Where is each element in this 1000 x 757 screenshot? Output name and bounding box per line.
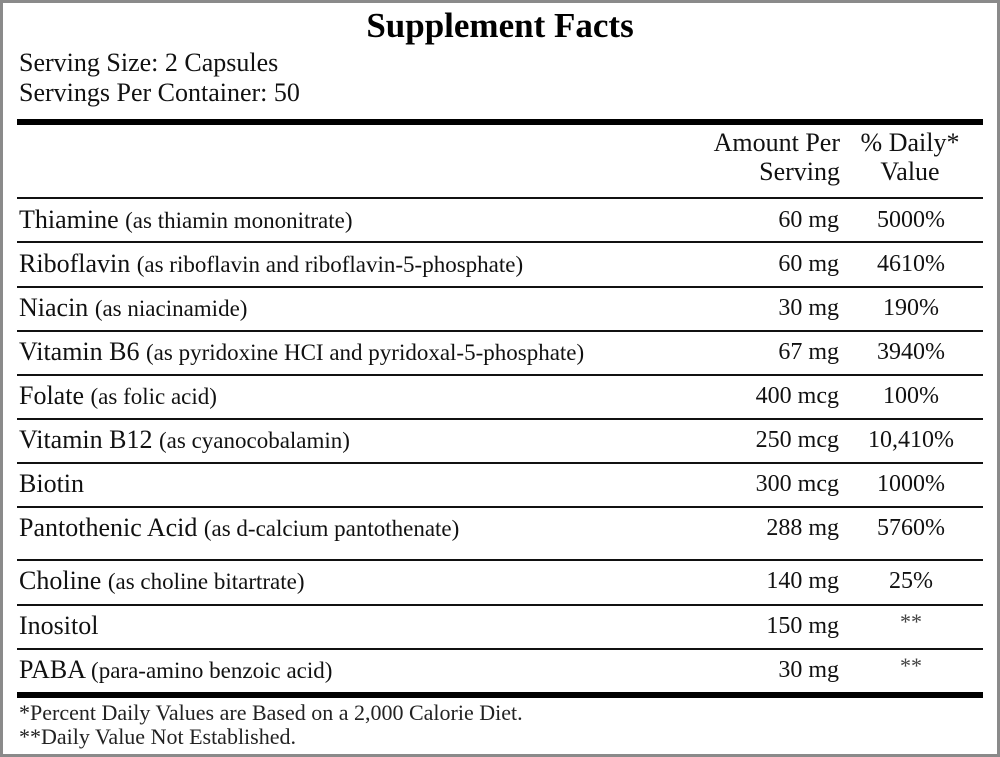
nutrient-daily-value: 5000% xyxy=(877,207,945,233)
nutrient-name-cell: Folate (as folic acid) xyxy=(19,375,217,418)
nutrient-source: (as choline bitartrate) xyxy=(107,569,305,594)
nutrient-name: Vitamin B12 xyxy=(19,425,153,454)
column-header-daily-value: % Daily* Value xyxy=(850,128,970,186)
nutrient-amount: 140 mg xyxy=(766,568,839,594)
nutrient-daily-value: 1000% xyxy=(877,471,945,497)
nutrient-name: Vitamin B6 xyxy=(19,337,140,366)
nutrient-source: (as cyanocobalamin) xyxy=(159,428,350,453)
row-divider xyxy=(17,374,983,376)
nutrient-row-niacin: Niacin (as niacinamide) 30 mg 190% xyxy=(17,287,983,329)
nutrient-daily-value: 190% xyxy=(883,295,939,321)
serving-size: Serving Size: 2 Capsules xyxy=(19,48,279,77)
nutrient-name: PABA xyxy=(19,655,85,684)
nutrient-name: Riboflavin xyxy=(19,249,131,278)
column-header-amount-line2: Serving xyxy=(759,157,840,186)
nutrient-name-cell: Inositol xyxy=(19,605,98,648)
nutrient-source: (as thiamin mononitrate) xyxy=(125,208,353,233)
nutrient-source: (para-amino benzoic acid) xyxy=(91,658,333,683)
nutrient-daily-value: 3940% xyxy=(877,339,945,365)
nutrient-amount: 150 mg xyxy=(766,613,839,639)
nutrient-amount: 288 mg xyxy=(766,515,839,541)
footer-thick-rule xyxy=(17,692,983,698)
column-header-dv-line2: Value xyxy=(880,157,940,186)
nutrient-name-cell: Choline (as choline bitartrate) xyxy=(19,560,305,603)
row-divider xyxy=(17,604,983,606)
nutrient-name-cell: Pantothenic Acid (as d-calcium pantothen… xyxy=(19,507,459,550)
nutrient-row-pantothenic-acid: Pantothenic Acid (as d-calcium pantothen… xyxy=(17,507,983,559)
nutrient-daily-value: ** xyxy=(900,653,922,678)
row-divider xyxy=(17,286,983,288)
column-header-amount: Amount Per Serving xyxy=(640,128,840,186)
nutrient-name-cell: Riboflavin (as riboflavin and riboflavin… xyxy=(19,243,523,286)
nutrient-amount: 30 mg xyxy=(778,657,839,683)
nutrient-name: Pantothenic Acid xyxy=(19,513,198,542)
row-divider xyxy=(17,648,983,650)
nutrient-row-biotin: Biotin 300 mcg 1000% xyxy=(17,463,983,505)
nutrient-amount: 67 mg xyxy=(778,339,839,365)
nutrient-amount: 250 mcg xyxy=(755,427,839,453)
nutrient-name: Folate xyxy=(19,381,84,410)
nutrient-name-cell: Niacin (as niacinamide) xyxy=(19,287,247,330)
row-divider xyxy=(17,506,983,508)
nutrient-amount: 30 mg xyxy=(778,295,839,321)
nutrient-row-inositol: Inositol 150 mg ** xyxy=(17,605,983,647)
nutrient-name: Niacin xyxy=(19,293,89,322)
row-divider xyxy=(17,197,983,199)
nutrient-daily-value: 5760% xyxy=(877,515,945,541)
nutrient-amount: 60 mg xyxy=(778,251,839,277)
footnote-not-established: **Daily Value Not Established. xyxy=(19,724,296,749)
nutrient-daily-value: ** xyxy=(900,609,922,634)
nutrient-daily-value: 4610% xyxy=(877,251,945,277)
servings-per-container: Servings Per Container: 50 xyxy=(19,78,300,107)
row-divider xyxy=(17,241,983,243)
nutrient-amount: 400 mcg xyxy=(755,383,839,409)
nutrient-source: (as riboflavin and riboflavin-5-phosphat… xyxy=(136,252,524,277)
row-divider xyxy=(17,330,983,332)
nutrient-source: (as d-calcium pantothenate) xyxy=(203,516,460,541)
nutrient-row-thiamine: Thiamine (as thiamin mononitrate) 60 mg … xyxy=(17,199,983,241)
nutrient-row-choline: Choline (as choline bitartrate) 140 mg 2… xyxy=(17,560,983,602)
nutrient-row-vitamin-b6: Vitamin B6 (as pyridoxine HCI and pyrido… xyxy=(17,331,983,373)
nutrient-name-cell: Biotin xyxy=(19,463,84,506)
nutrient-name: Biotin xyxy=(19,469,85,498)
nutrient-name: Choline xyxy=(19,566,102,595)
nutrient-name: Inositol xyxy=(19,611,99,640)
nutrient-name: Thiamine xyxy=(19,205,119,234)
nutrient-name-cell: PABA (para-amino benzoic acid) xyxy=(19,649,332,692)
nutrient-source: (as pyridoxine HCI and pyridoxal-5-phosp… xyxy=(146,340,585,365)
nutrient-name-cell: Vitamin B12 (as cyanocobalamin) xyxy=(19,419,350,462)
row-divider xyxy=(17,559,983,561)
nutrient-daily-value: 25% xyxy=(889,568,933,594)
footnote-daily-values: *Percent Daily Values are Based on a 2,0… xyxy=(19,700,523,725)
nutrient-source: (as folic acid) xyxy=(90,384,217,409)
nutrient-daily-value: 10,410% xyxy=(868,427,954,453)
column-header-dv-line1: % Daily* xyxy=(860,128,960,157)
nutrient-daily-value: 100% xyxy=(883,383,939,409)
nutrient-name-cell: Vitamin B6 (as pyridoxine HCI and pyrido… xyxy=(19,331,584,374)
column-header-amount-line1: Amount Per xyxy=(713,128,840,157)
header-thick-rule xyxy=(17,119,983,125)
nutrient-row-folate: Folate (as folic acid) 400 mcg 100% xyxy=(17,375,983,417)
row-divider xyxy=(17,462,983,464)
panel-title: Supplement Facts xyxy=(366,6,634,45)
nutrient-amount: 60 mg xyxy=(778,207,839,233)
row-divider xyxy=(17,418,983,420)
nutrient-source: (as niacinamide) xyxy=(94,296,248,321)
nutrient-row-paba: PABA (para-amino benzoic acid) 30 mg ** xyxy=(17,649,983,691)
nutrient-name-cell: Thiamine (as thiamin mononitrate) xyxy=(19,199,353,242)
nutrient-row-vitamin-b12: Vitamin B12 (as cyanocobalamin) 250 mcg … xyxy=(17,419,983,461)
nutrient-row-riboflavin: Riboflavin (as riboflavin and riboflavin… xyxy=(17,243,983,285)
nutrient-amount: 300 mcg xyxy=(755,471,839,497)
